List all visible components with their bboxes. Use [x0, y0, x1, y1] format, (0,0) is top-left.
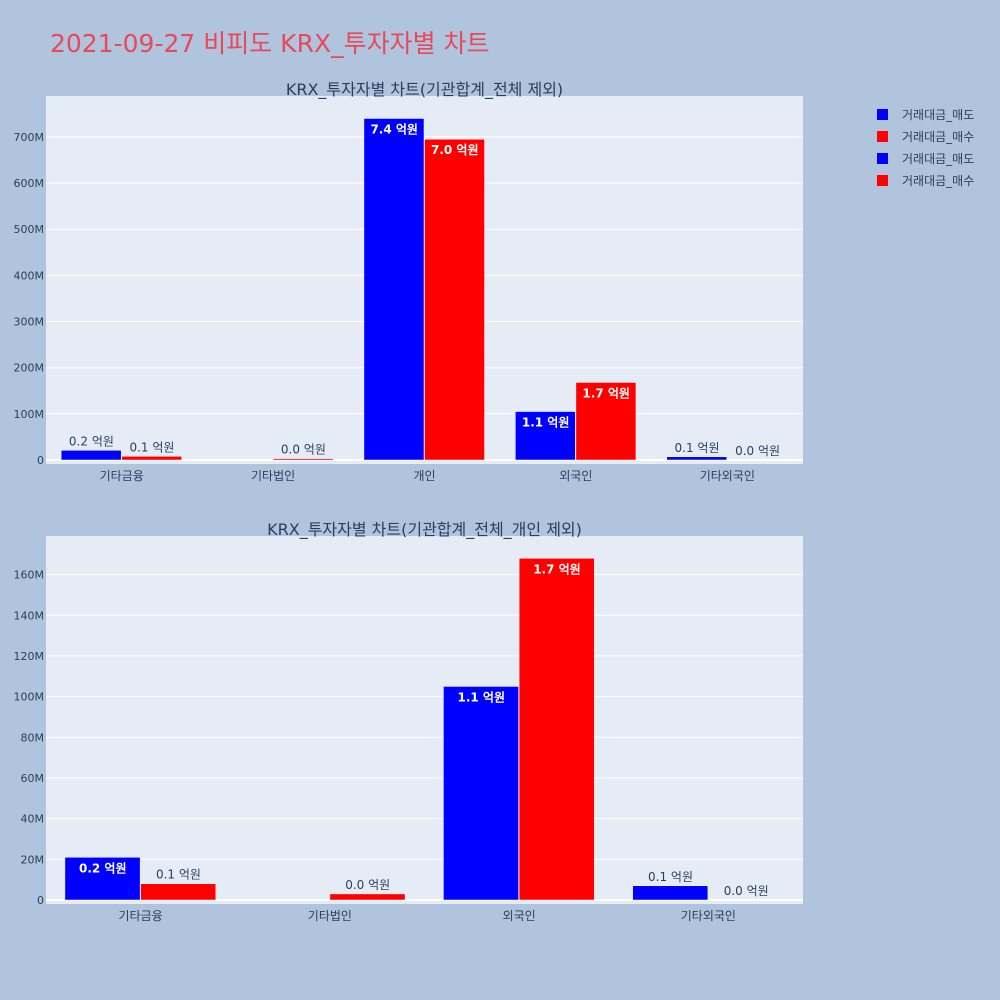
legend-swatch[interactable] [877, 131, 888, 142]
y-tick-label: 120M [14, 650, 45, 663]
bar-data-label: 1.1 억원 [522, 416, 570, 430]
bar-data-label: 1.7 억원 [533, 562, 581, 576]
chart-2: 0 20M 40M 60M 80M 100M 120M 140M 160M KRX_투자자별 차트… [14, 520, 803, 923]
y-tick-label: 60M [21, 772, 45, 785]
bar-buy[interactable] [424, 138, 485, 461]
x-tick-label: 기타외국인 [681, 909, 736, 923]
x-tick-label: 기타외국인 [700, 469, 755, 483]
bar-data-label: 0.1 억원 [648, 870, 693, 884]
y-tick-label: 500M [14, 223, 45, 236]
bar-buy[interactable] [121, 456, 183, 461]
chart-1: 0 100M 200M 300M 400M 500M 600M 700M KRX_투자자별 차트… [14, 80, 803, 483]
bar-data-label: 1.7 억원 [582, 386, 630, 400]
y-tick-label: 100M [14, 408, 45, 421]
page-title: 2021-09-27 비피도 KRX_투자자별 차트 [50, 29, 490, 58]
bar-data-label: 0.2 억원 [69, 434, 114, 448]
bar-data-label: 0.0 억원 [735, 444, 780, 458]
bar-sell[interactable] [632, 885, 709, 901]
legend-item-label[interactable]: 거래대금_매도 [902, 152, 974, 166]
y-tick-label: 160M [14, 569, 45, 582]
x-tick-label: 기타금융 [100, 469, 144, 483]
bar-data-label: 0.1 억원 [156, 868, 201, 882]
bar-sell[interactable] [60, 450, 122, 461]
bar-buy[interactable] [140, 883, 217, 901]
legend-swatch[interactable] [877, 153, 888, 164]
y-tick-label: 40M [21, 813, 45, 826]
bar-data-label: 0.2 억원 [79, 861, 127, 875]
bar-data-label: 0.1 억원 [129, 440, 174, 454]
bar-sell[interactable] [443, 686, 519, 901]
x-tick-label: 외국인 [503, 909, 536, 923]
legend-swatch[interactable] [877, 109, 888, 120]
bar-data-label: 7.0 억원 [431, 143, 479, 157]
x-tick-label: 외국인 [559, 469, 592, 483]
bar-data-label: 0.0 억원 [345, 878, 390, 892]
y-tick-label: 20M [21, 853, 45, 866]
y-tick-label: 0 [37, 454, 44, 467]
bar-data-label: 1.1 억원 [458, 690, 506, 704]
y-tick-label: 140M [14, 609, 45, 622]
bar-buy[interactable] [272, 458, 334, 461]
bar-sell[interactable] [64, 857, 141, 901]
bar-buy[interactable] [575, 382, 637, 461]
legend-item-label[interactable]: 거래대금_매도 [902, 108, 974, 122]
bar-data-label: 0.1 억원 [675, 441, 720, 455]
bar-data-label: 0.0 억원 [281, 443, 326, 457]
x-tick-label: 기타법인 [251, 469, 295, 483]
y-tick-label: 600M [14, 177, 45, 190]
bar-data-label: 7.4 억원 [370, 122, 418, 136]
y-tick-label: 300M [14, 316, 45, 329]
plot-area [46, 536, 803, 904]
y-tick-label: 0 [37, 894, 44, 907]
legend-item-label[interactable]: 거래대금_매수 [902, 130, 974, 144]
bar-data-label: 0.0 억원 [724, 884, 769, 898]
bar-buy[interactable] [518, 558, 595, 901]
bar-sell[interactable] [363, 118, 425, 461]
y-tick-label: 80M [21, 731, 45, 744]
bar-buy[interactable] [329, 893, 406, 901]
legend-item-label[interactable]: 거래대금_매수 [902, 174, 974, 188]
x-tick-label: 기타금융 [119, 909, 163, 923]
chart-title: KRX_투자자별 차트(기관합계_전체 제외) [286, 80, 563, 100]
bar-sell[interactable] [666, 456, 728, 461]
legend-swatch[interactable] [877, 175, 888, 186]
y-tick-label: 700M [14, 131, 45, 144]
chart-title: KRX_투자자별 차트(기관합계_전체_개인 제외) [267, 520, 582, 540]
x-tick-label: 기타법인 [308, 909, 352, 923]
y-tick-label: 200M [14, 362, 45, 375]
y-tick-label: 400M [14, 269, 45, 282]
x-tick-label: 개인 [413, 469, 435, 483]
y-tick-label: 100M [14, 691, 45, 704]
bar-sell[interactable] [515, 411, 576, 461]
